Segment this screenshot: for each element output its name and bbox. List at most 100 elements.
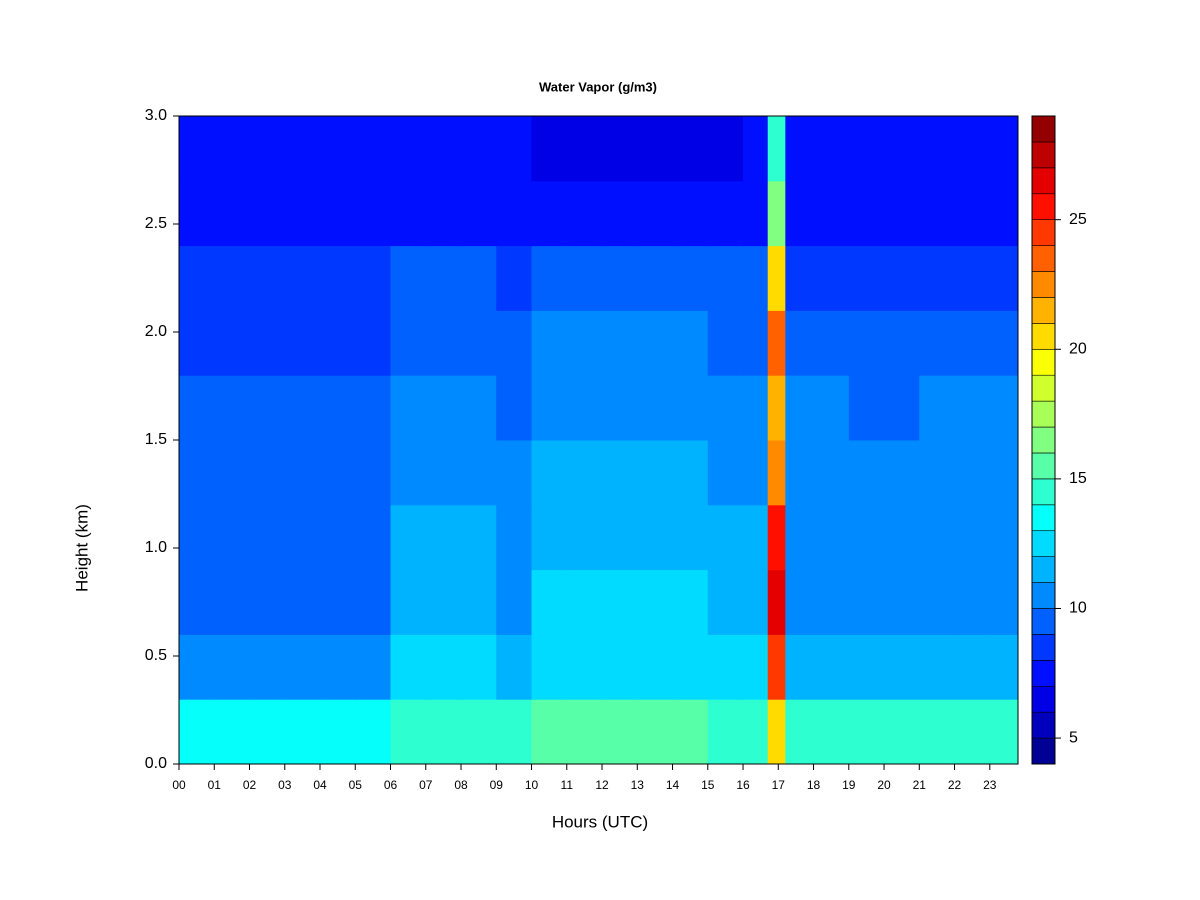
heat-cell (461, 634, 497, 700)
heat-cell (989, 504, 1019, 571)
heat-cell (989, 440, 1019, 506)
heat-cell (602, 245, 638, 311)
heat-cell (707, 634, 744, 700)
heat-cell (919, 180, 956, 247)
heat-cell (813, 375, 850, 441)
heat-cell (919, 310, 956, 376)
heat-cell (531, 180, 568, 247)
heat-cell (214, 440, 251, 506)
heat-cell (767, 504, 786, 571)
heat-cell (602, 375, 638, 441)
heat-cell (848, 699, 885, 765)
heat-cell (813, 116, 850, 182)
heat-cell (637, 245, 674, 311)
heat-cell (249, 440, 286, 506)
heat-cell (566, 634, 603, 700)
x-tick-label: 23 (983, 778, 997, 792)
heat-cell (566, 375, 603, 441)
heat-cell (954, 634, 991, 700)
x-tick-label: 02 (243, 778, 257, 792)
x-axis-label: Hours (UTC) (552, 812, 648, 831)
x-tick-label: 11 (561, 778, 574, 792)
y-tick-label: 3.0 (145, 107, 167, 124)
x-tick-label: 05 (349, 778, 363, 792)
heat-cell (884, 634, 920, 700)
x-tick-label: 08 (454, 778, 468, 792)
heat-cell (320, 180, 356, 247)
heat-cell (637, 310, 674, 376)
heat-cell (249, 699, 286, 765)
heat-cell (214, 699, 251, 765)
heat-cell (390, 310, 427, 376)
colorbar-level (1031, 141, 1056, 169)
heat-cell (602, 504, 638, 571)
heat-cell (531, 634, 568, 700)
heat-cell (531, 504, 568, 571)
heat-cell (566, 504, 603, 571)
y-tick-label: 2.0 (145, 323, 167, 340)
heat-cell (179, 116, 215, 182)
heat-cell (355, 440, 392, 506)
heat-cell (919, 375, 956, 441)
heat-cell (743, 440, 769, 506)
heat-cell (884, 375, 920, 441)
heat-cell (884, 116, 920, 182)
heat-cell (767, 310, 786, 376)
heat-cell (355, 699, 392, 765)
y-axis-label: Height (km) (72, 504, 91, 592)
heat-cell (249, 634, 286, 700)
x-tick-label: 15 (701, 778, 715, 792)
heat-cell (249, 245, 286, 311)
heat-cell (813, 569, 850, 635)
colorbar-level (1031, 685, 1056, 713)
heat-cell (707, 180, 744, 247)
heat-cell (785, 245, 815, 311)
x-tick-label: 20 (877, 778, 891, 792)
x-tick-label: 03 (278, 778, 292, 792)
heat-cell (813, 504, 850, 571)
heat-cell (284, 375, 321, 441)
colorbar-level (1031, 711, 1056, 739)
heat-cell (919, 504, 956, 571)
x-tick-label: 21 (913, 778, 927, 792)
heat-cell (767, 569, 786, 635)
heat-cell (813, 180, 850, 247)
heat-cell (496, 569, 533, 635)
heat-cell (214, 310, 251, 376)
x-tick-label: 13 (631, 778, 645, 792)
heat-cell (637, 440, 674, 506)
x-tick-label: 10 (525, 778, 539, 792)
x-tick-label: 19 (842, 778, 856, 792)
heat-cell (602, 699, 638, 765)
heat-cell (989, 180, 1019, 247)
colorbar-tick-label: 20 (1069, 340, 1087, 357)
heat-cell (496, 310, 533, 376)
heat-cell (425, 116, 462, 182)
heat-cell (390, 116, 427, 182)
heat-cell (672, 699, 709, 765)
heat-cell (355, 634, 392, 700)
heat-cell (919, 245, 956, 311)
heat-cell (602, 634, 638, 700)
heat-cell (637, 569, 674, 635)
heat-cell (496, 504, 533, 571)
heat-cell (496, 180, 533, 247)
heat-cell (743, 634, 769, 700)
colorbar-level (1031, 115, 1056, 143)
heat-cell (461, 116, 497, 182)
heat-cell (566, 116, 603, 182)
heat-cell (785, 504, 815, 571)
heat-cell (320, 245, 356, 311)
heat-cell (390, 699, 427, 765)
heat-cell (425, 310, 462, 376)
heat-cell (566, 245, 603, 311)
heat-cell (707, 310, 744, 376)
heat-cell (919, 699, 956, 765)
colorbar-level (1031, 374, 1056, 402)
heat-cell (320, 375, 356, 441)
heat-cell (496, 375, 533, 441)
heat-cell (813, 699, 850, 765)
heat-cell (707, 440, 744, 506)
colorbar-tick-label: 15 (1069, 470, 1087, 487)
